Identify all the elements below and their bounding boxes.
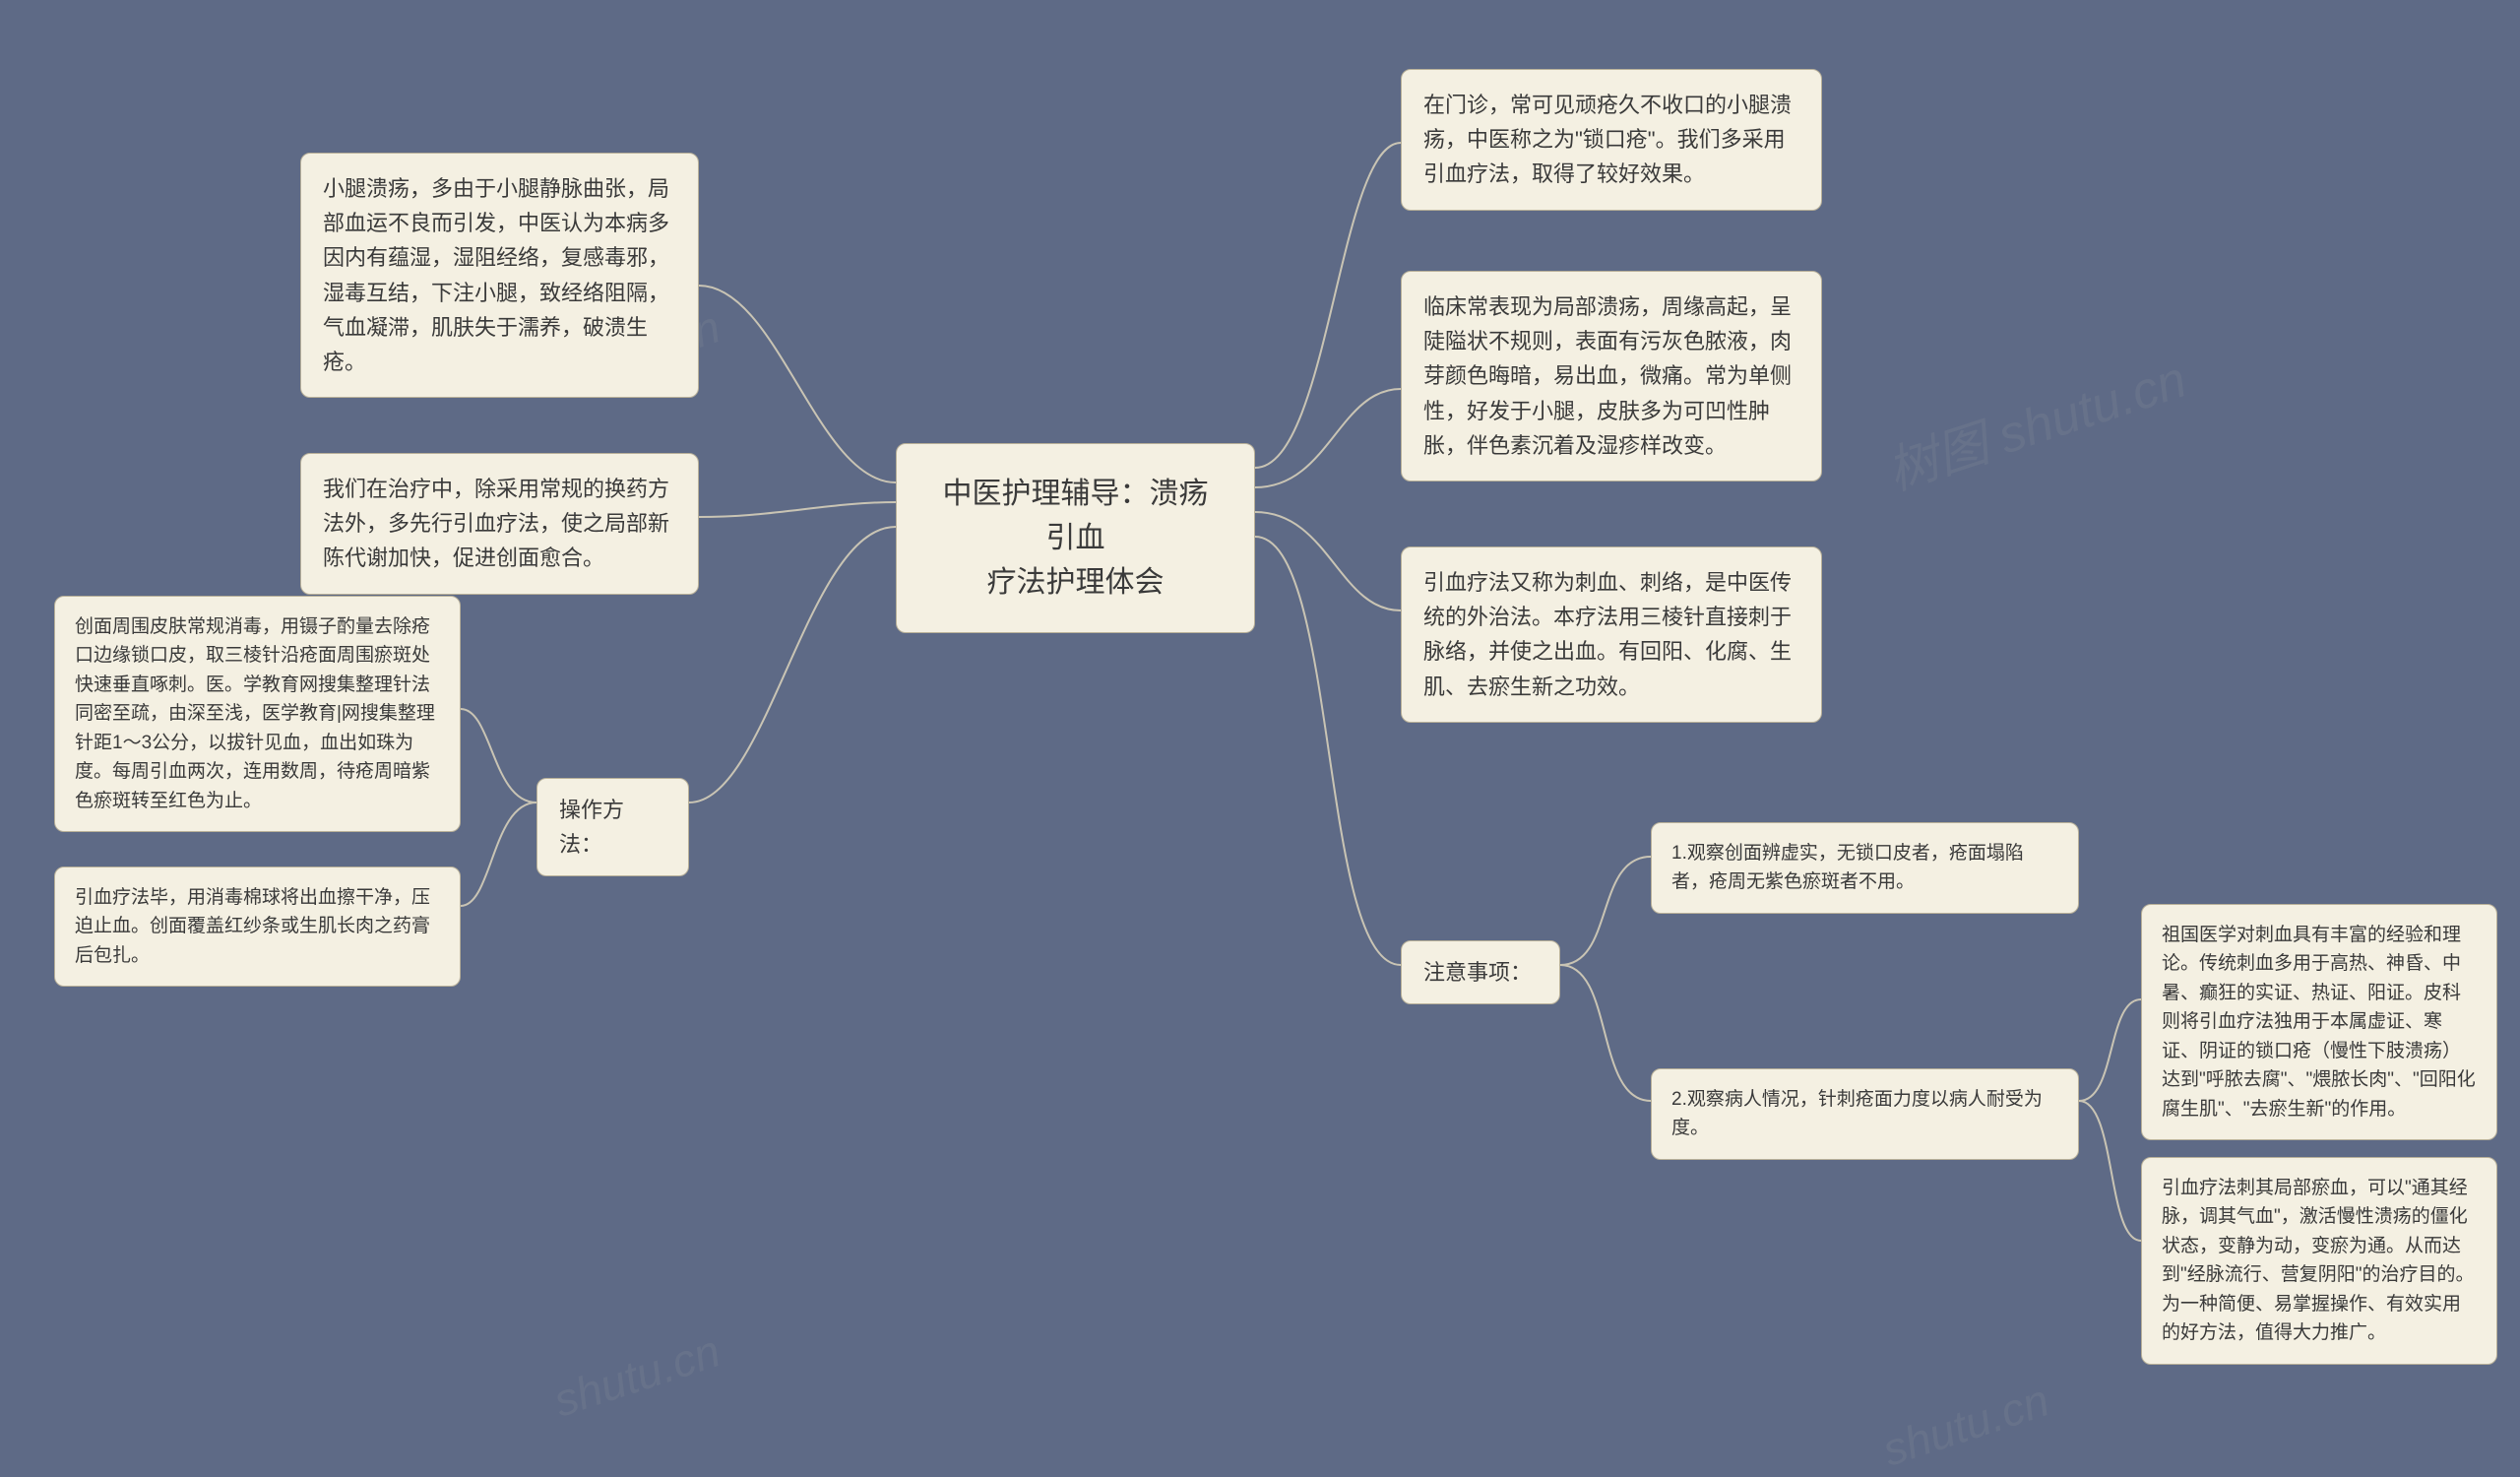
- note1-text: 1.观察创面辨虚实，无锁口皮者，疮面塌陷者，疮周无紫色瘀斑者不用。: [1671, 843, 2024, 892]
- op-node-1: 创面周围皮肤常规消毒，用镊子酌量去除疮口边缘锁口皮，取三棱针沿疮面周围瘀斑处快速…: [54, 596, 461, 832]
- note2-c1-text: 祖国医学对刺血具有丰富的经验和理论。传统刺血多用于高热、神昏、中暑、癫狂的实证、…: [2162, 925, 2476, 1120]
- right-node-3: 引血疗法又称为刺血、刺络，是中医传统的外治法。本疗法用三棱针直接刺于脉络，并使之…: [1401, 546, 1822, 723]
- note2-text: 2.观察病人情况，针刺疮面力度以病人耐受为度。: [1671, 1089, 2043, 1138]
- note2-child-1: 祖国医学对刺血具有丰富的经验和理论。传统刺血多用于高热、神昏、中暑、癫狂的实证、…: [2141, 904, 2497, 1140]
- note2-c2-text: 引血疗法刺其局部瘀血，可以"通其经脉，调其气血"，激活慢性溃疡的僵化状态，变静为…: [2162, 1178, 2475, 1343]
- right-node-1: 在门诊，常可见顽疮久不收口的小腿溃疡，中医称之为"锁口疮"。我们多采用引血疗法，…: [1401, 69, 1822, 211]
- watermark: shutu.cn: [1876, 1373, 2055, 1476]
- center-node: 中医护理辅导：溃疡引血疗法护理体会: [896, 443, 1255, 633]
- r3-text: 引血疗法又称为刺血、刺络，是中医传统的外治法。本疗法用三棱针直接刺于脉络，并使之…: [1423, 570, 1792, 699]
- op2-text: 引血疗法毕，用消毒棉球将出血擦干净，压迫止血。创面覆盖红纱条或生肌长肉之药膏后包…: [75, 887, 430, 966]
- r2-text: 临床常表现为局部溃疡，周缘高起，呈陡隘状不规则，表面有污灰色脓液，肉芽颜色晦暗，…: [1423, 294, 1792, 458]
- left-node-1: 小腿溃疡，多由于小腿静脉曲张，局部血运不良而引发，中医认为本病多因内有蕴湿，湿阻…: [300, 153, 699, 398]
- note2-child-2: 引血疗法刺其局部瘀血，可以"通其经脉，调其气血"，激活慢性溃疡的僵化状态，变静为…: [2141, 1157, 2497, 1365]
- op-node-2: 引血疗法毕，用消毒棉球将出血擦干净，压迫止血。创面覆盖红纱条或生肌长肉之药膏后包…: [54, 867, 461, 987]
- right-node-2: 临床常表现为局部溃疡，周缘高起，呈陡隘状不规则，表面有污灰色脓液，肉芽颜色晦暗，…: [1401, 271, 1822, 482]
- note-label-node: 注意事项：: [1401, 940, 1560, 1004]
- left-n1-text: 小腿溃疡，多由于小腿静脉曲张，局部血运不良而引发，中医认为本病多因内有蕴湿，湿阻…: [323, 176, 669, 374]
- note-node-1: 1.观察创面辨虚实，无锁口皮者，疮面塌陷者，疮周无紫色瘀斑者不用。: [1651, 822, 2079, 914]
- left-n2-text: 我们在治疗中，除采用常规的换药方法外，多先行引血疗法，使之局部新陈代谢加快，促进…: [323, 477, 669, 570]
- watermark: 树图 shutu.cn: [1876, 338, 2194, 504]
- op-label-node: 操作方法：: [536, 778, 689, 876]
- center-title: 中医护理辅导：溃疡引血疗法护理体会: [943, 478, 1209, 599]
- r1-text: 在门诊，常可见顽疮久不收口的小腿溃疡，中医称之为"锁口疮"。我们多采用引血疗法，…: [1423, 93, 1792, 186]
- watermark: shutu.cn: [547, 1323, 726, 1427]
- note-node-2: 2.观察病人情况，针刺疮面力度以病人耐受为度。: [1651, 1068, 2079, 1160]
- left-node-2: 我们在治疗中，除采用常规的换药方法外，多先行引血疗法，使之局部新陈代谢加快，促进…: [300, 453, 699, 595]
- op-label-text: 操作方法：: [559, 798, 624, 857]
- op1-text: 创面周围皮肤常规消毒，用镊子酌量去除疮口边缘锁口皮，取三棱针沿疮面周围瘀斑处快速…: [75, 616, 435, 811]
- note-label-text: 注意事项：: [1423, 960, 1532, 985]
